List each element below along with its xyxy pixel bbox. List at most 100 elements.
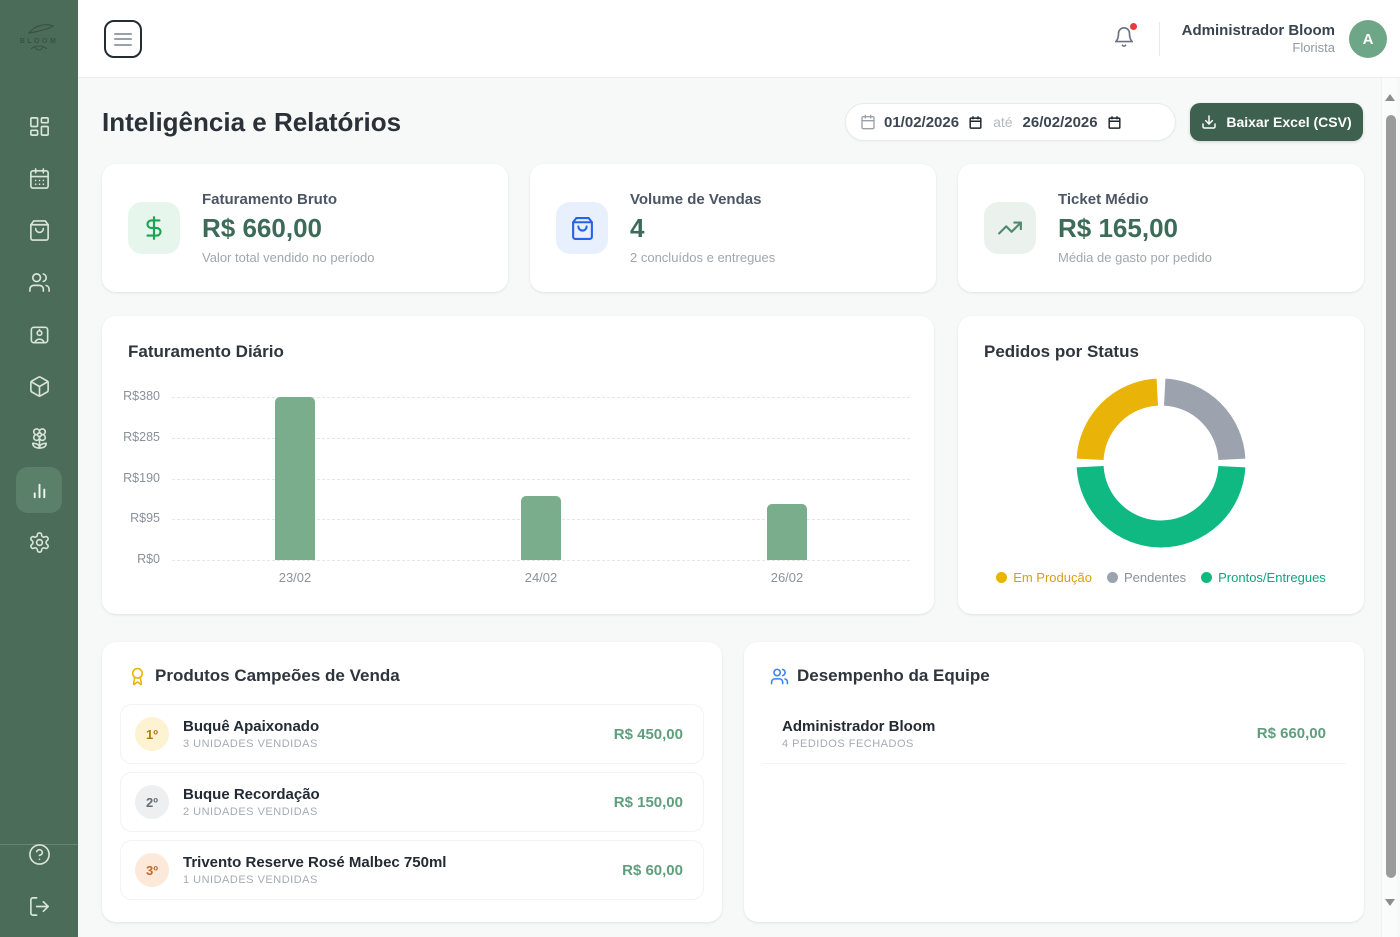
sidebar-item-logout[interactable] [16, 883, 62, 929]
product-units: 1 UNIDADES VENDIDAS [183, 874, 318, 886]
sidebar-item-staff[interactable] [16, 311, 62, 357]
trending-up-icon [984, 202, 1036, 254]
x-tick-label: 26/02 [770, 570, 804, 585]
bar-column [418, 397, 664, 560]
sidebar: BLOOM [0, 0, 78, 937]
export-excel-button[interactable]: Baixar Excel (CSV) [1190, 103, 1363, 141]
legend-item: Em Produção [996, 570, 1092, 585]
y-tick-label: R$190 [123, 470, 160, 485]
donut-chart [1076, 378, 1246, 548]
product-name: Buque Recordação [183, 786, 320, 803]
legend-label: Prontos/Entregues [1218, 570, 1326, 585]
sidebar-item-products[interactable] [16, 363, 62, 409]
product-row: 1º Buquê Apaixonado 3 UNIDADES VENDIDAS … [120, 704, 704, 764]
sidebar-item-dashboard[interactable] [16, 103, 62, 149]
sidebar-item-reports[interactable] [16, 467, 62, 513]
bloom-logo: BLOOM [0, 0, 78, 78]
kpi-value: R$ 165,00 [1058, 213, 1178, 243]
product-units: 3 UNIDADES VENDIDAS [183, 738, 318, 750]
vertical-scrollbar [1381, 78, 1397, 937]
bar [275, 397, 315, 560]
bar-chart-icon [33, 483, 45, 498]
kpi-card-average-ticket: Ticket Médio R$ 165,00 Média de gasto po… [958, 164, 1364, 292]
sidebar-item-orders[interactable] [16, 207, 62, 253]
calendar-icon [860, 114, 876, 130]
product-name: Trivento Reserve Rosé Malbec 750ml [183, 854, 447, 871]
team-performance-title: Desempenho da Equipe [797, 666, 990, 685]
kpi-value: R$ 660,00 [202, 213, 322, 243]
team-member-orders: 4 PEDIDOS FECHADOS [782, 737, 914, 750]
sidebar-item-customers[interactable] [16, 259, 62, 305]
avatar[interactable]: A [1349, 20, 1387, 58]
legend-dot [996, 572, 1008, 583]
product-row: 3º Trivento Reserve Rosé Malbec 750ml 1 … [120, 840, 704, 900]
donut-chart-title: Pedidos por Status [984, 342, 1139, 361]
rank-badge: 1º [135, 717, 169, 751]
date-from-picker-icon[interactable] [968, 115, 983, 130]
topbar-divider [1158, 22, 1160, 56]
logout-icon [29, 896, 49, 916]
gridline [172, 560, 910, 561]
donut-slice [1163, 378, 1246, 461]
user-name: Administrador Bloom [1181, 21, 1335, 39]
legend-dot [1201, 572, 1213, 583]
kpi-title: Faturamento Bruto [202, 191, 337, 208]
legend-item: Pendentes [1106, 570, 1186, 585]
sidebar-item-settings[interactable] [16, 519, 62, 565]
date-to-input[interactable]: 26/02/2026 [1022, 113, 1098, 131]
page-title: Inteligência e Relatórios [102, 107, 402, 137]
shopping-bag-icon [29, 219, 49, 241]
users-icon [770, 668, 789, 684]
user-info: Administrador Bloom Florista [1182, 22, 1335, 57]
kpi-title: Ticket Médio [1058, 191, 1149, 208]
bar-chart-x-axis: 23/02 24/02 26/02 [172, 570, 910, 585]
help-circle-icon [28, 843, 50, 865]
bar-column [172, 397, 418, 560]
kpi-subtitle: 2 concluídos e entregues [630, 250, 776, 265]
product-amount: R$ 60,00 [622, 861, 683, 879]
calendar-icon [29, 167, 49, 189]
bar [521, 496, 561, 560]
product-row: 2º Buque Recordação 2 UNIDADES VENDIDAS … [120, 772, 704, 832]
bar-column [664, 397, 910, 560]
scroll-down-arrow[interactable] [1385, 899, 1395, 909]
date-to-picker-icon[interactable] [1107, 115, 1122, 130]
sidebar-item-calendar[interactable] [16, 155, 62, 201]
date-from-input[interactable]: 01/02/2026 [884, 113, 960, 131]
topbar: Administrador Bloom Florista A [78, 0, 1400, 78]
notifications-button[interactable] [1113, 22, 1137, 53]
kpi-card-gross-revenue: Faturamento Bruto R$ 660,00 Valor total … [102, 164, 508, 292]
product-name: Buquê Apaixonado [183, 718, 320, 735]
package-icon [29, 375, 49, 397]
x-tick-label: 24/02 [524, 570, 558, 585]
product-amount: R$ 150,00 [613, 793, 683, 811]
team-member-name: Administrador Bloom [782, 717, 936, 735]
legend-dot [1106, 572, 1118, 583]
shopping-bag-icon [556, 202, 608, 254]
date-separator-label: até [993, 114, 1013, 130]
x-tick-label: 23/02 [278, 570, 312, 585]
kpi-value: 4 [630, 213, 645, 243]
export-button-label: Baixar Excel (CSV) [1226, 114, 1352, 130]
scroll-up-arrow[interactable] [1385, 94, 1395, 104]
bar-chart-plot [172, 397, 910, 561]
bell-icon [1114, 26, 1133, 47]
scrollbar-thumb[interactable] [1385, 115, 1396, 878]
notification-dot [1129, 22, 1137, 30]
menu-toggle-button[interactable] [104, 20, 142, 58]
sidebar-item-help[interactable] [16, 831, 62, 877]
sidebar-item-flowers[interactable] [16, 415, 62, 461]
date-range-picker: 01/02/2026 até 26/02/2026 [845, 103, 1176, 141]
bar-chart-title: Faturamento Diário [128, 342, 284, 361]
award-icon [131, 667, 144, 685]
y-tick-label: R$380 [123, 389, 160, 403]
donut-slice [1076, 465, 1246, 548]
bar-chart-y-axis: R$380 R$285 R$190 R$95 R$0 [102, 389, 160, 566]
donut-slice [1076, 378, 1159, 461]
kpi-subtitle: Valor total vendido no período [202, 250, 375, 265]
y-tick-label: R$285 [123, 429, 160, 444]
gear-icon [29, 531, 49, 553]
bar-chart-bars [172, 397, 910, 560]
donut-legend: Em Produção Pendentes Prontos/Entregues [958, 570, 1364, 585]
